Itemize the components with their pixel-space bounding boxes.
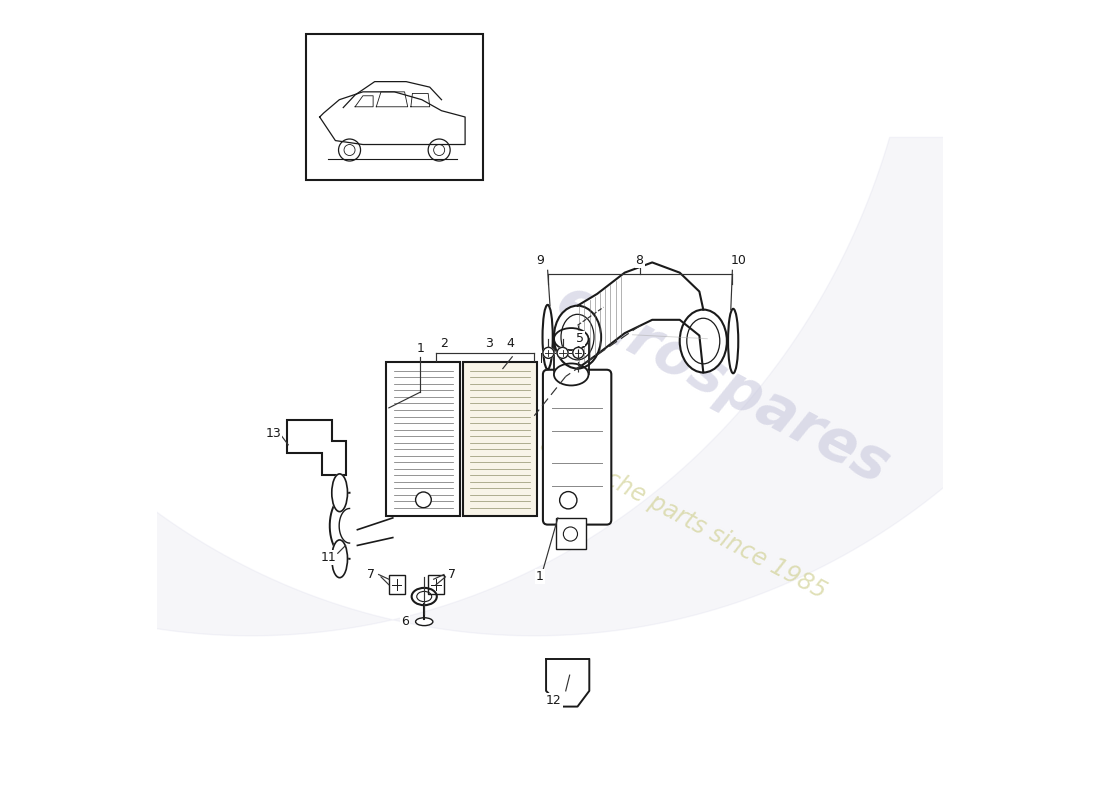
- Text: 8: 8: [636, 254, 644, 266]
- Text: 4: 4: [507, 337, 515, 350]
- FancyBboxPatch shape: [463, 362, 537, 516]
- Polygon shape: [287, 420, 345, 474]
- Ellipse shape: [542, 305, 553, 370]
- Text: eurospares: eurospares: [547, 273, 899, 496]
- Text: 7: 7: [448, 568, 455, 581]
- Text: 6: 6: [400, 615, 408, 628]
- FancyBboxPatch shape: [428, 575, 444, 594]
- Text: 13: 13: [265, 426, 282, 439]
- Ellipse shape: [680, 310, 727, 373]
- Circle shape: [543, 347, 554, 358]
- Ellipse shape: [411, 588, 437, 605]
- Circle shape: [560, 491, 576, 509]
- Circle shape: [557, 347, 568, 358]
- Circle shape: [416, 492, 431, 508]
- Ellipse shape: [332, 540, 348, 578]
- Text: 1: 1: [417, 342, 425, 355]
- Text: 11: 11: [320, 550, 337, 564]
- Text: 12: 12: [546, 694, 562, 706]
- Text: 3: 3: [485, 337, 493, 350]
- Ellipse shape: [554, 306, 601, 369]
- Ellipse shape: [554, 363, 588, 386]
- Polygon shape: [330, 493, 350, 558]
- FancyBboxPatch shape: [556, 518, 586, 549]
- Text: 7: 7: [366, 568, 375, 581]
- Polygon shape: [578, 262, 703, 373]
- FancyBboxPatch shape: [306, 34, 483, 180]
- Ellipse shape: [554, 328, 588, 350]
- FancyBboxPatch shape: [543, 370, 612, 525]
- Ellipse shape: [416, 618, 433, 626]
- Text: 1: 1: [536, 570, 543, 583]
- FancyBboxPatch shape: [388, 575, 405, 594]
- Text: 5: 5: [576, 332, 584, 345]
- Ellipse shape: [332, 474, 348, 512]
- Text: 10: 10: [730, 254, 747, 266]
- Text: 2: 2: [440, 337, 448, 350]
- Circle shape: [573, 347, 584, 358]
- Ellipse shape: [728, 309, 738, 374]
- Text: 9: 9: [537, 254, 544, 266]
- Text: a porsche parts since 1985: a porsche parts since 1985: [537, 432, 830, 604]
- FancyBboxPatch shape: [386, 362, 461, 516]
